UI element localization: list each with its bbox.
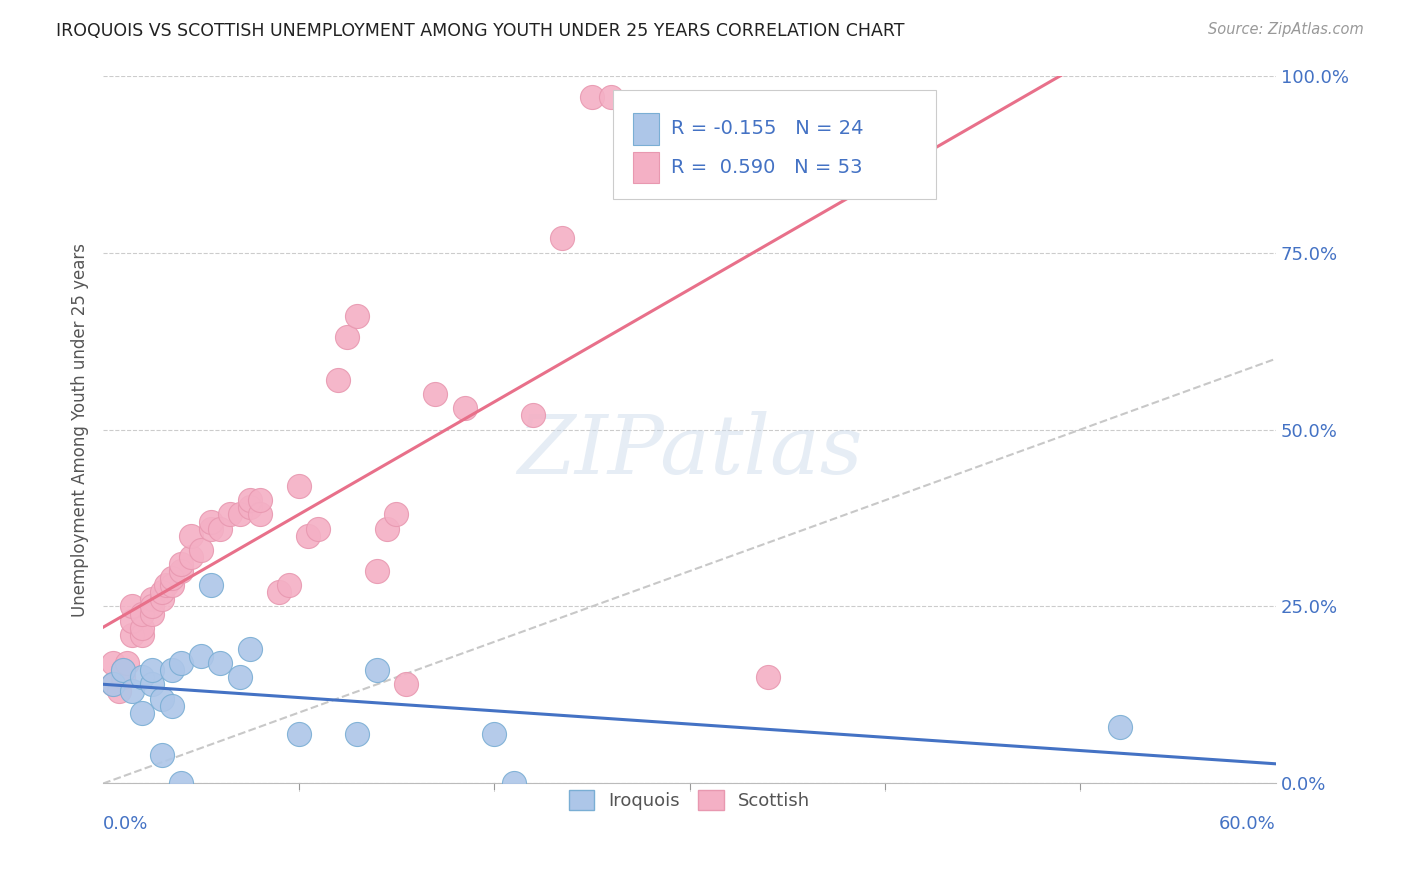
Point — [551, 231, 574, 245]
Point — [346, 727, 368, 741]
Point — [366, 663, 388, 677]
Point — [600, 89, 623, 103]
Point — [385, 508, 408, 522]
Point — [581, 89, 603, 103]
Text: 0.0%: 0.0% — [103, 815, 149, 833]
Point — [249, 508, 271, 522]
Point — [229, 670, 252, 684]
Point — [141, 599, 163, 614]
Point — [160, 571, 183, 585]
Point — [170, 776, 193, 790]
Point — [200, 578, 222, 592]
Point — [375, 522, 398, 536]
Point — [307, 522, 329, 536]
Point — [297, 529, 319, 543]
Point — [190, 542, 212, 557]
Point — [160, 578, 183, 592]
Point — [111, 663, 134, 677]
Text: ZIPatlas: ZIPatlas — [517, 410, 862, 491]
Text: Source: ZipAtlas.com: Source: ZipAtlas.com — [1208, 22, 1364, 37]
Point — [326, 373, 349, 387]
Point — [229, 508, 252, 522]
Point — [121, 599, 143, 614]
Text: 60.0%: 60.0% — [1219, 815, 1277, 833]
Point — [366, 564, 388, 578]
Point — [454, 401, 477, 416]
Point — [522, 409, 544, 423]
Point — [277, 578, 299, 592]
Point — [200, 515, 222, 529]
Point — [1108, 720, 1130, 734]
Point — [200, 522, 222, 536]
Text: IROQUOIS VS SCOTTISH UNEMPLOYMENT AMONG YOUTH UNDER 25 YEARS CORRELATION CHART: IROQUOIS VS SCOTTISH UNEMPLOYMENT AMONG … — [56, 22, 904, 40]
Point — [150, 592, 173, 607]
Point — [180, 529, 202, 543]
Point — [150, 585, 173, 599]
Point — [209, 522, 232, 536]
Point — [131, 607, 153, 621]
Point — [395, 677, 418, 691]
Point — [336, 330, 359, 344]
Point — [121, 628, 143, 642]
Point — [141, 663, 163, 677]
Point — [121, 684, 143, 698]
Point — [239, 642, 262, 657]
Point — [131, 670, 153, 684]
Point — [115, 656, 138, 670]
Point — [209, 656, 232, 670]
Point — [131, 628, 153, 642]
Point — [101, 656, 124, 670]
Point — [267, 585, 290, 599]
Point — [131, 706, 153, 720]
Point — [239, 493, 262, 508]
Point — [287, 479, 309, 493]
Point — [180, 549, 202, 564]
Point — [170, 564, 193, 578]
Point — [219, 508, 242, 522]
Point — [131, 621, 153, 635]
Point — [121, 614, 143, 628]
FancyBboxPatch shape — [613, 90, 936, 200]
Text: R = -0.155   N = 24: R = -0.155 N = 24 — [671, 120, 863, 138]
Point — [101, 677, 124, 691]
Point — [160, 663, 183, 677]
FancyBboxPatch shape — [633, 152, 659, 184]
Point — [502, 776, 524, 790]
Point — [160, 698, 183, 713]
Y-axis label: Unemployment Among Youth under 25 years: Unemployment Among Youth under 25 years — [72, 243, 89, 616]
Point — [141, 592, 163, 607]
Point — [346, 310, 368, 324]
Point — [287, 727, 309, 741]
Text: R =  0.590   N = 53: R = 0.590 N = 53 — [671, 158, 862, 177]
Point — [101, 677, 124, 691]
Point — [141, 607, 163, 621]
Point — [249, 493, 271, 508]
Point — [111, 663, 134, 677]
Point — [150, 748, 173, 763]
Point — [482, 727, 505, 741]
Point — [141, 677, 163, 691]
Point — [150, 691, 173, 706]
FancyBboxPatch shape — [633, 112, 659, 145]
Point — [190, 648, 212, 663]
Legend: Iroquois, Scottish: Iroquois, Scottish — [561, 782, 817, 817]
Point — [170, 557, 193, 571]
Point — [239, 500, 262, 515]
Point — [155, 578, 177, 592]
Point — [425, 387, 447, 401]
Point — [111, 670, 134, 684]
Point — [170, 656, 193, 670]
Point — [756, 670, 779, 684]
Point — [107, 684, 129, 698]
